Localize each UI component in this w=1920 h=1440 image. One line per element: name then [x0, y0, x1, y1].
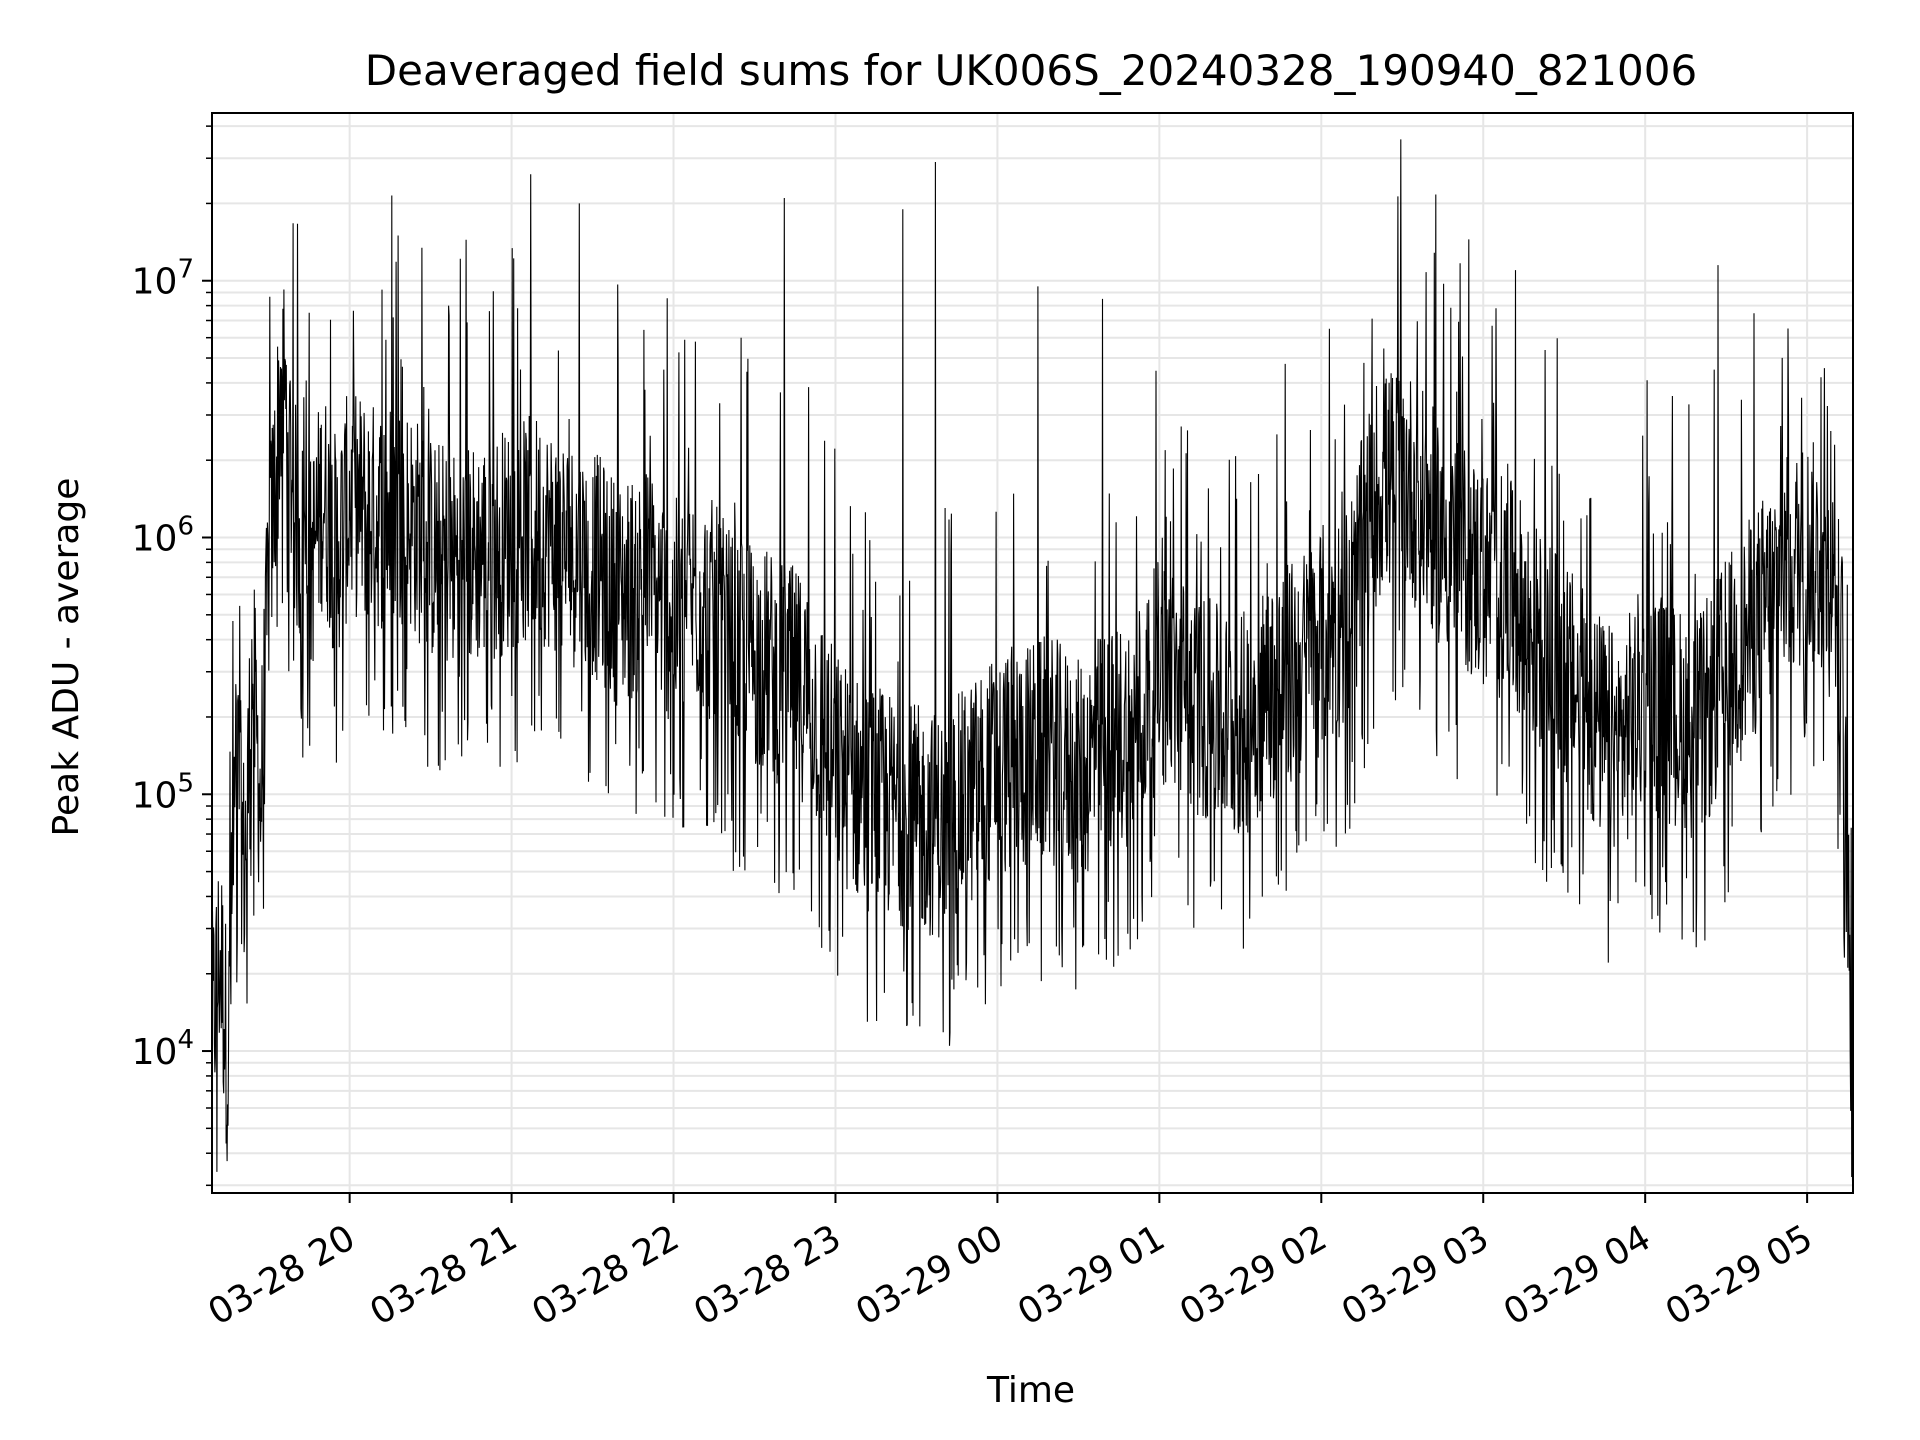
- x-tick-label: 03-28 22: [525, 1217, 686, 1333]
- series-line: [211, 139, 1854, 1188]
- x-tick-label: 03-28 20: [201, 1217, 362, 1333]
- x-tick-label: 03-29 01: [1011, 1217, 1172, 1333]
- y-axis-label: Peak ADU - average: [46, 478, 87, 837]
- x-tick-label: 03-29 05: [1659, 1217, 1820, 1333]
- y-tick-label: 104: [132, 1025, 194, 1073]
- x-tick-label: 03-29 02: [1173, 1217, 1334, 1333]
- x-tick-label: 03-29 03: [1335, 1217, 1496, 1333]
- x-tick-label: 03-28 21: [363, 1217, 524, 1333]
- x-tick-label: 03-29 04: [1497, 1217, 1658, 1333]
- x-tick-label: 03-28 23: [687, 1217, 848, 1333]
- y-tick-label: 107: [132, 255, 194, 303]
- series-group: [211, 139, 1854, 1188]
- y-tick-label: 105: [132, 768, 194, 816]
- x-axis-label: Time: [986, 1370, 1075, 1411]
- axes-frame: [211, 112, 1854, 1194]
- y-tick-label: 106: [132, 511, 194, 559]
- x-tick-label: 03-29 00: [849, 1217, 1010, 1333]
- chart-title: Deaveraged field sums for UK006S_2024032…: [365, 46, 1697, 95]
